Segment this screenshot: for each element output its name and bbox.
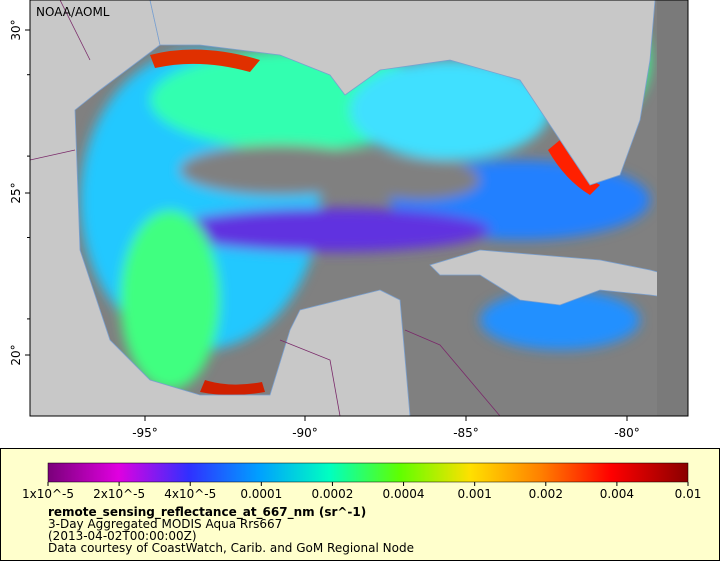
colorbar-label: 0.001 [457,487,491,501]
lon-label: -95° [132,426,158,440]
colorbar-label: 0.002 [529,487,563,501]
colorbar-label: 0.0001 [240,487,282,501]
lat-label: 30° [9,19,23,40]
caption-line: (2013-04-02T00:00:00Z) [48,529,197,543]
lat-label: 25° [9,182,23,203]
borders [30,0,501,416]
colorbar-label: 0.0004 [383,487,425,501]
lat-label: 20° [9,344,23,365]
colorbar-label: 2x10^-5 [93,487,145,501]
colorbar-label: 1x10^-5 [22,487,74,501]
axis-ticks: -95° -90° -85° -80° 30° 25° 20° [9,19,640,440]
map-frame [29,0,689,417]
credit: NOAA/AOML [36,5,110,19]
caption-title: remote_sensing_reflectance_at_667_nm (sr… [48,505,366,520]
lon-label: -85° [453,426,479,440]
lon-label: -80° [614,426,640,440]
colorbar-label: 4x10^-5 [164,487,216,501]
colorbar-label: 0.0002 [311,487,353,501]
map [30,0,688,416]
caption-line: 3-Day Aggregated MODIS Aqua Rrs667 [48,517,282,531]
caption-line: Data courtesy of CoastWatch, Carib. and … [48,541,414,555]
colorbar [47,462,689,483]
lon-label: -90° [292,426,318,440]
colorbar-label: 0.004 [600,487,634,501]
colorbar-label: 0.01 [675,487,702,501]
no-data-strip [657,0,688,416]
